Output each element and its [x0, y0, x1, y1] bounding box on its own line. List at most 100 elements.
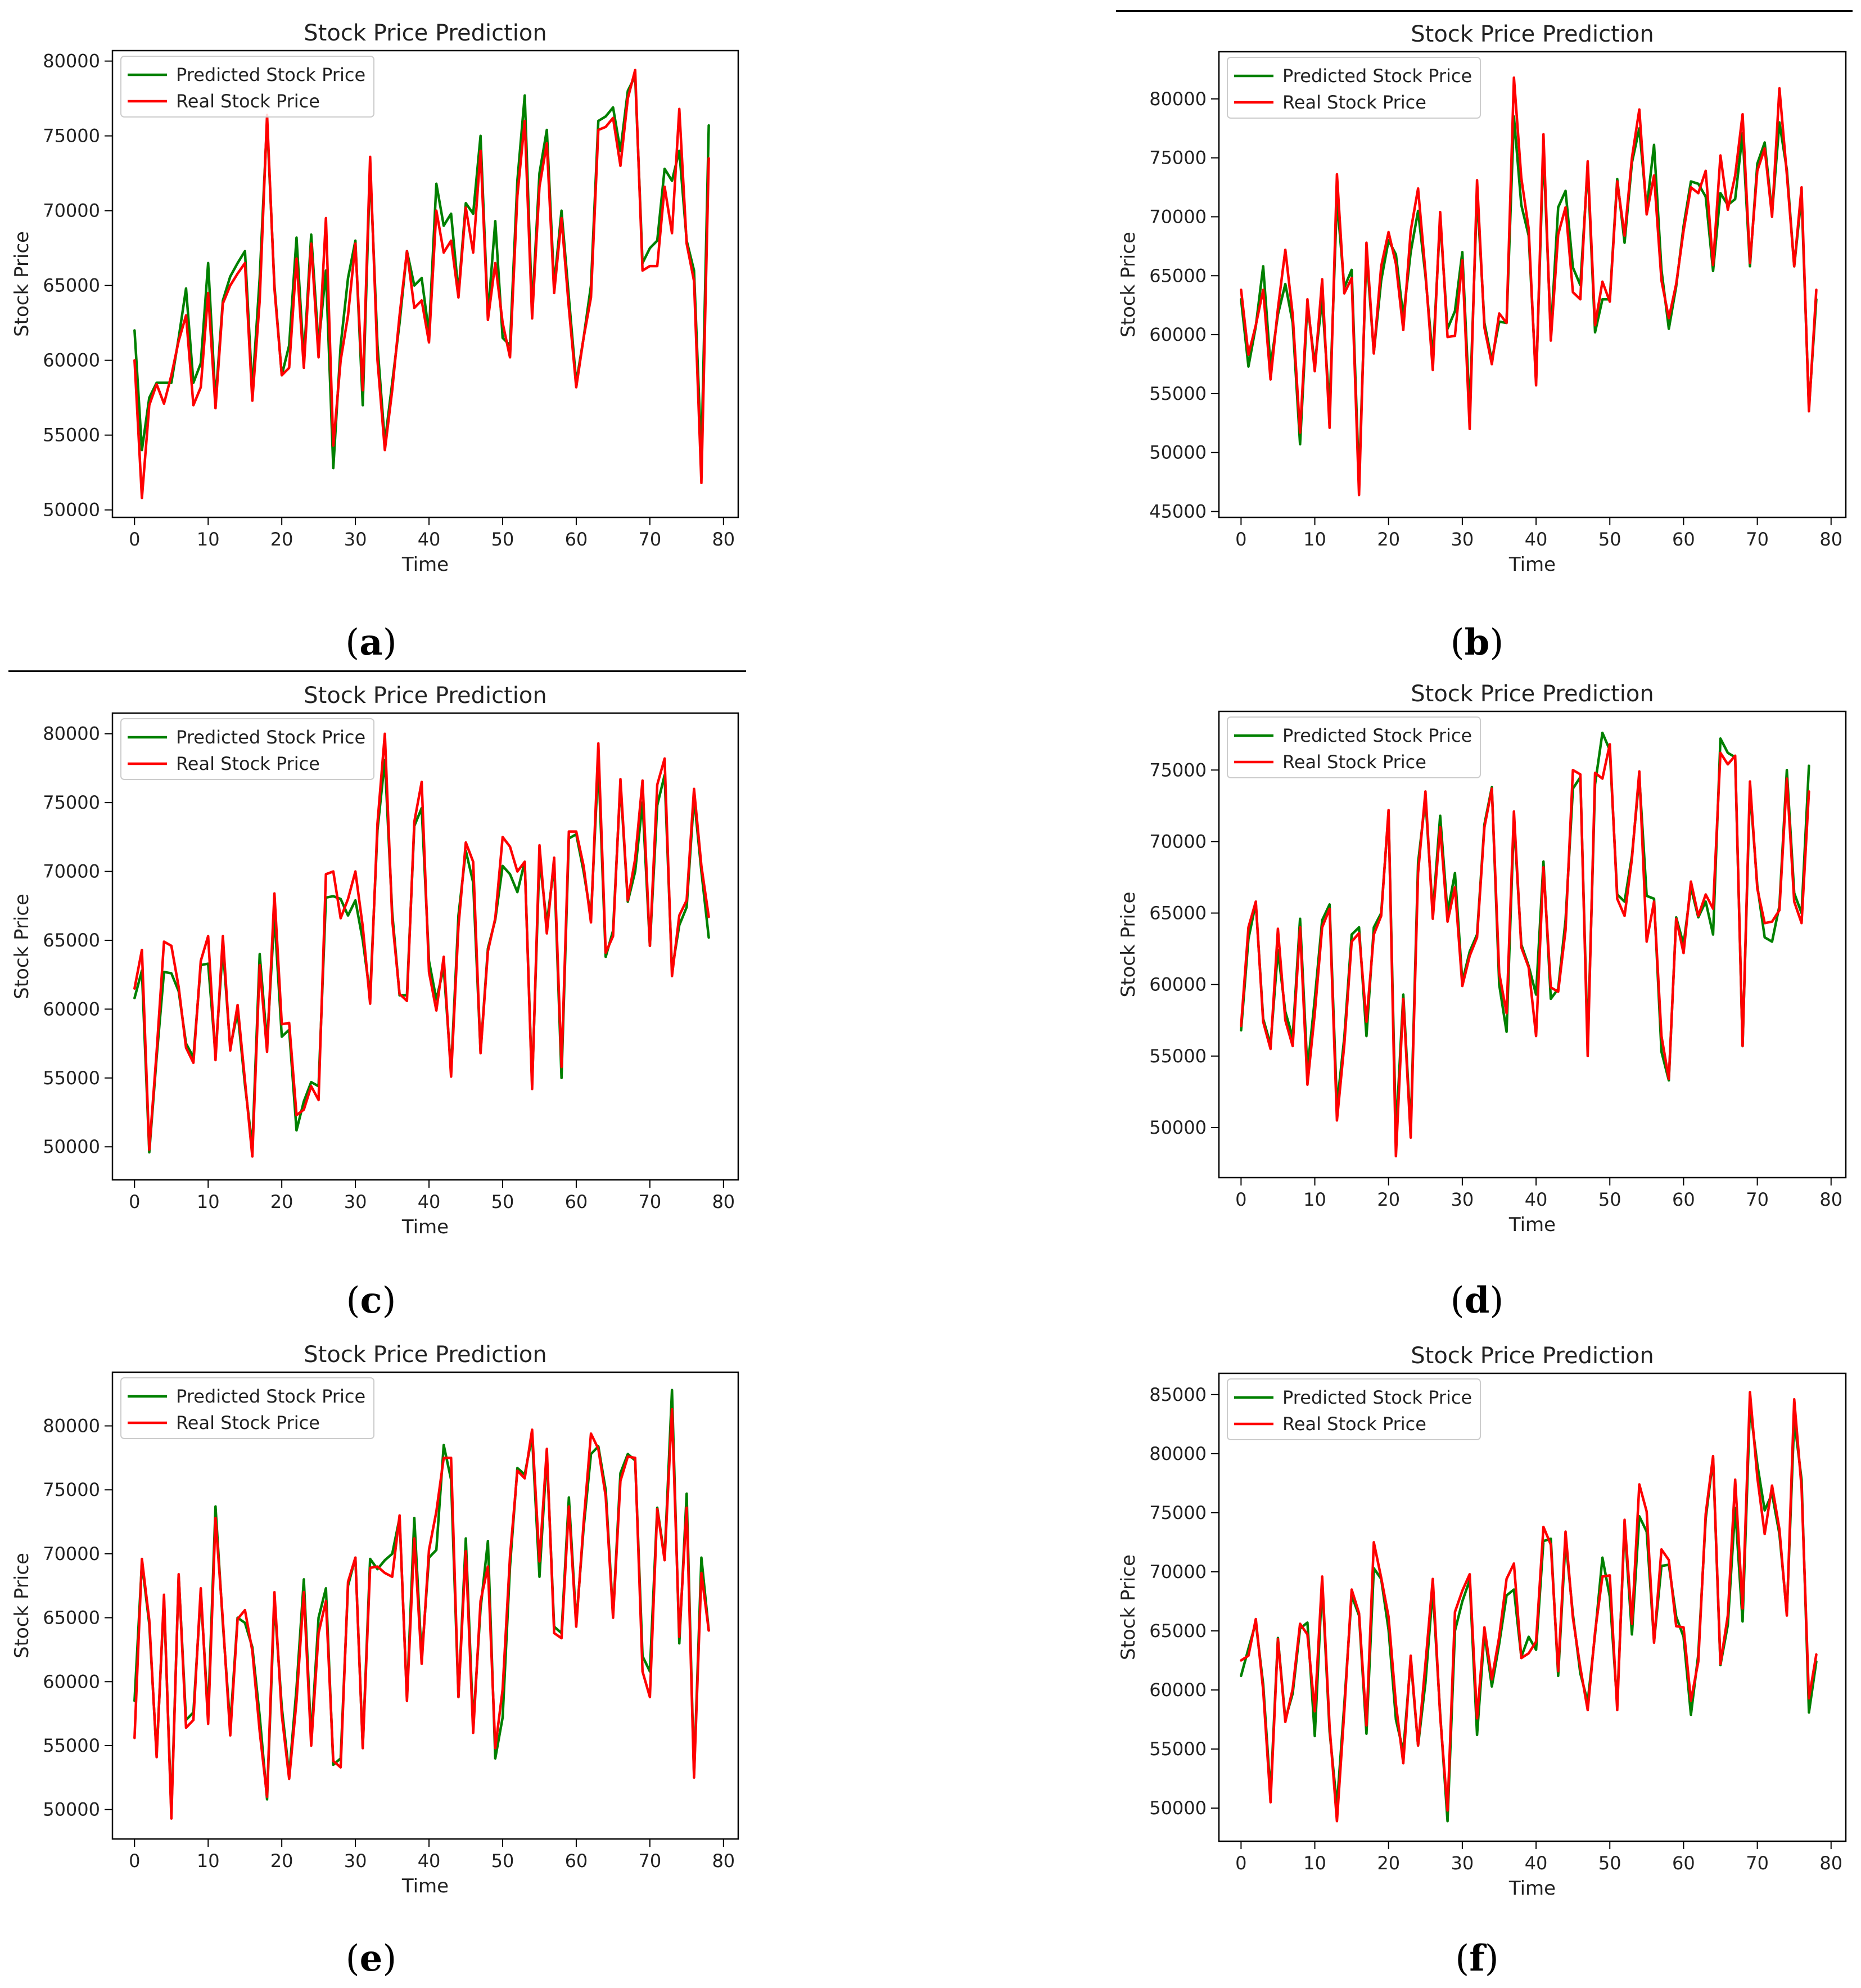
x-tick-label: 70 [1746, 1189, 1769, 1210]
x-tick-label: 20 [1377, 1852, 1400, 1874]
y-tick-label: 60000 [1149, 324, 1207, 345]
x-tick-label: 30 [1451, 529, 1474, 550]
y-tick-label: 60000 [43, 1671, 100, 1692]
chart-b: Stock Price Prediction 0 10 20 30 40 50 60 70 80 4… [1117, 21, 1847, 576]
y-tick-label: 75000 [43, 792, 100, 813]
x-tick-label: 10 [197, 1191, 220, 1212]
real-series-line [1240, 1391, 1818, 1823]
x-tick-label: 40 [418, 1191, 441, 1212]
caption-c: (c) [346, 1279, 396, 1322]
x-tick-label: 80 [712, 1850, 735, 1872]
y-tick-label: 70000 [1149, 1561, 1207, 1583]
x-tick-label: 60 [565, 529, 588, 550]
legend-predicted-label: Predicted Stock Price [176, 1386, 365, 1407]
y-tick-label: 50000 [1149, 1117, 1207, 1138]
y-tick-label: 55000 [43, 1067, 100, 1089]
legend-box [120, 718, 374, 780]
x-tick-label: 60 [1672, 529, 1695, 550]
chart-a: Stock Price Prediction 0 10 20 30 40 50 60 70 80 5… [11, 20, 739, 576]
y-tick-label: 50000 [43, 1136, 100, 1157]
y-tick-label: 70000 [43, 861, 100, 882]
predicted-series-line [1240, 731, 1810, 1136]
x-tick-label: 30 [344, 529, 367, 550]
x-tick-label: 10 [197, 1850, 220, 1872]
x-axis-label: Time [401, 1875, 449, 1897]
x-tick-label: 0 [1235, 1189, 1246, 1210]
y-tick-label: 80000 [43, 723, 100, 745]
x-tick-label: 70 [639, 1850, 662, 1872]
y-tick-label: 55000 [43, 1735, 100, 1756]
x-tick-label: 80 [712, 1191, 735, 1212]
x-tick-label: 20 [270, 1191, 293, 1212]
y-tick-label: 60000 [1149, 1679, 1207, 1701]
legend-predicted-label: Predicted Stock Price [1282, 65, 1472, 87]
legend-real-label: Real Stock Price [176, 91, 320, 112]
legend-predicted-label: Predicted Stock Price [1282, 725, 1472, 746]
y-tick-label: 60000 [43, 350, 100, 371]
legend-real-label: Real Stock Price [1282, 92, 1426, 113]
legend-real-label: Real Stock Price [1282, 751, 1426, 773]
legend: Predicted Stock Price Real Stock Price [120, 718, 374, 780]
legend: Predicted Stock Price Real Stock Price [1227, 716, 1481, 778]
chart-title: Stock Price Prediction [1411, 21, 1654, 47]
legend-predicted-label: Predicted Stock Price [1282, 1387, 1472, 1408]
x-tick-label: 20 [270, 1850, 293, 1872]
plot-frame [111, 49, 739, 519]
y-tick-label: 70000 [1149, 831, 1207, 852]
y-tick-label: 75000 [43, 125, 100, 147]
x-tick-label: 70 [639, 1191, 662, 1212]
y-tick-label: 50000 [1149, 442, 1207, 463]
x-tick-label: 80 [712, 529, 735, 550]
x-tick-label: 40 [1525, 1189, 1548, 1210]
y-tick-label: 55000 [1149, 383, 1207, 404]
x-tick-label: 10 [1303, 1852, 1326, 1874]
x-tick-label: 50 [491, 529, 514, 550]
caption-f: (f) [1455, 1937, 1499, 1980]
legend-box [1227, 57, 1481, 119]
x-tick-label: 30 [344, 1850, 367, 1872]
legend-real-label: Real Stock Price [176, 753, 320, 774]
real-series-line [1240, 743, 1810, 1158]
y-tick-label: 65000 [43, 930, 100, 951]
chart-title: Stock Price Prediction [1411, 681, 1654, 707]
x-tick-label: 70 [639, 529, 662, 550]
caption-d: (d) [1450, 1279, 1504, 1322]
x-tick-label: 40 [1525, 1852, 1548, 1874]
x-tick-label: 0 [1235, 529, 1246, 550]
legend: Predicted Stock Price Real Stock Price [120, 1377, 374, 1439]
x-tick-label: 50 [1598, 1189, 1621, 1210]
y-tick-label: 65000 [43, 1607, 100, 1629]
y-tick-label: 55000 [1149, 1045, 1207, 1067]
predicted-series-line [133, 74, 710, 470]
x-axis-label: Time [401, 553, 449, 576]
legend: Predicted Stock Price Real Stock Price [1227, 57, 1481, 119]
caption-a: (a) [345, 621, 397, 664]
x-tick-label: 80 [1819, 529, 1842, 550]
x-tick-label: 10 [1303, 529, 1326, 550]
x-tick-label: 10 [197, 529, 220, 550]
x-tick-label: 50 [1598, 529, 1621, 550]
legend-predicted-label: Predicted Stock Price [176, 727, 365, 748]
y-axis-label: Stock Price [1117, 232, 1140, 337]
x-tick-label: 30 [1451, 1852, 1474, 1874]
x-tick-label: 70 [1746, 529, 1769, 550]
x-tick-label: 20 [270, 529, 293, 550]
y-tick-label: 50000 [43, 1799, 100, 1820]
legend: Predicted Stock Price Real Stock Price [1227, 1378, 1481, 1440]
plot-frame [1218, 1372, 1847, 1842]
x-tick-label: 40 [418, 1850, 441, 1872]
x-tick-label: 50 [491, 1191, 514, 1212]
legend-box [120, 56, 374, 118]
chart-f: Stock Price Prediction 0 10 20 30 40 50 60 70 80 5… [1117, 1343, 1847, 1900]
x-axis-label: Time [401, 1216, 449, 1238]
legend-real-label: Real Stock Price [1282, 1413, 1426, 1435]
separator-line [1116, 10, 1853, 12]
y-tick-label: 65000 [1149, 1620, 1207, 1642]
x-tick-label: 80 [1819, 1189, 1842, 1210]
y-tick-label: 70000 [1149, 206, 1207, 227]
chart-title: Stock Price Prediction [304, 1342, 546, 1368]
separator-line [8, 670, 746, 672]
x-tick-label: 10 [1303, 1189, 1326, 1210]
y-tick-label: 50000 [1149, 1797, 1207, 1819]
